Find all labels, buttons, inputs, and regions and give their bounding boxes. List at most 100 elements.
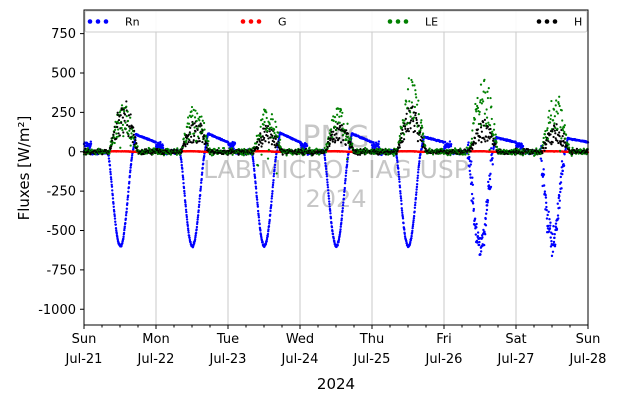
rn-point (328, 205, 331, 208)
rn-point (256, 203, 259, 206)
rn-point (253, 169, 256, 173)
le-point (121, 123, 124, 126)
h-point (262, 127, 265, 130)
rn-point (416, 176, 419, 180)
rn-point (338, 233, 341, 237)
le-point (262, 123, 265, 126)
rn-point (411, 229, 414, 233)
rn-point (547, 210, 550, 213)
rn-point (399, 197, 403, 200)
rn-point (196, 216, 200, 219)
rn-point (336, 244, 339, 247)
rn-point (414, 193, 418, 196)
le-point (279, 138, 282, 141)
rn-point (199, 185, 203, 189)
rn-point (128, 174, 132, 178)
rn-point (254, 182, 257, 185)
le-point (228, 147, 231, 150)
le-point (114, 120, 117, 123)
h-point (269, 136, 272, 139)
rn-point (89, 140, 93, 143)
rn-point (412, 220, 415, 224)
le-point (277, 131, 280, 134)
rn-point (471, 176, 474, 179)
le-point (121, 129, 124, 132)
rn-point (558, 199, 561, 202)
rn-point (553, 236, 556, 240)
h-point (196, 140, 200, 143)
h-point (199, 122, 202, 125)
le-point (136, 145, 139, 148)
h-point (135, 142, 138, 145)
h-point (202, 135, 205, 138)
h-point (132, 133, 135, 136)
h-point (129, 127, 132, 130)
rn-point (327, 192, 330, 195)
rn-point (558, 194, 561, 198)
le-point (116, 120, 119, 123)
h-point (171, 151, 175, 155)
le-point (275, 172, 278, 175)
le-point (196, 112, 199, 115)
rn-point (233, 141, 237, 145)
rn-point (483, 233, 487, 236)
rn-point (485, 208, 489, 212)
rn-point (398, 186, 402, 189)
rn-point (124, 217, 128, 220)
h-point (196, 128, 199, 131)
rn-point (409, 240, 412, 244)
h-point (109, 147, 112, 150)
h-point (201, 140, 204, 144)
h-point (127, 114, 131, 117)
rn-point (129, 169, 132, 172)
rn-point (411, 226, 414, 230)
le-point (117, 128, 120, 131)
rn-point (325, 178, 329, 181)
rn-point (475, 226, 478, 229)
le-point (260, 153, 263, 156)
h-point (121, 116, 124, 119)
rn-point (397, 173, 400, 176)
rn-point (252, 160, 255, 163)
le-point (265, 111, 268, 114)
rn-point (412, 214, 416, 218)
rn-point (340, 221, 343, 225)
rn-point (200, 173, 204, 176)
rn-point (123, 225, 127, 228)
h-point (267, 137, 270, 140)
rn-point (326, 183, 329, 187)
rn-point (552, 225, 555, 228)
le-point (264, 109, 267, 112)
rn-point (324, 161, 327, 165)
rn-point (472, 197, 475, 200)
rn-point (126, 198, 129, 201)
rn-point (397, 170, 400, 174)
rn-point (112, 202, 115, 205)
rn-point (545, 208, 548, 212)
rn-point (326, 189, 330, 192)
rn-point (113, 213, 116, 216)
h-point (275, 142, 278, 145)
le-point (200, 115, 203, 118)
le-point (175, 153, 178, 156)
rn-point (193, 238, 197, 241)
le-point (194, 109, 197, 112)
rn-point (270, 203, 273, 207)
rn-point (377, 140, 381, 143)
rn-point (266, 232, 270, 236)
h-point (261, 135, 264, 138)
h-point (262, 138, 265, 141)
le-point (261, 118, 264, 121)
h-point (184, 145, 187, 148)
rn-point (415, 183, 419, 186)
h-point (119, 114, 122, 117)
h-point (190, 135, 193, 138)
le-point (176, 147, 179, 150)
le-point (184, 141, 188, 144)
rn-point (185, 218, 189, 221)
rn-point (340, 214, 344, 217)
rn-point (411, 223, 415, 226)
h-point (222, 152, 225, 156)
le-point (268, 123, 271, 126)
